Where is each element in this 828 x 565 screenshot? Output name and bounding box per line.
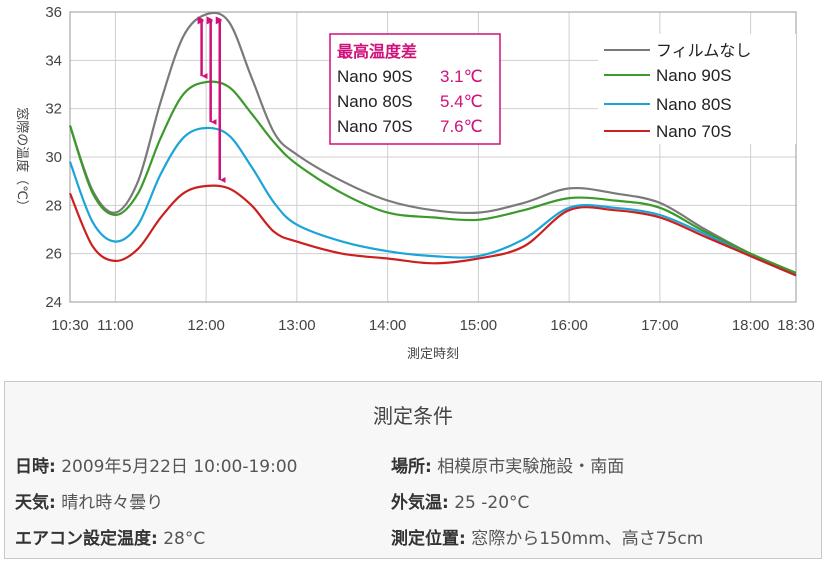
condition-position-label: 測定位置: bbox=[391, 529, 466, 549]
annotation-box: 最高温度差 Nano 90S 3.1℃ Nano 80S 5.4℃ Nano 7… bbox=[329, 33, 501, 145]
measurement-conditions-panel: 測定条件 日時: 2009年5月22日 10:00-19:00 場所: 相模原市… bbox=[4, 381, 822, 559]
series-lines bbox=[68, 11, 797, 277]
condition-weather-label: 天気: bbox=[15, 493, 56, 513]
y-tick-label: 36 bbox=[45, 4, 62, 21]
temperature-line-chart: 24 26 28 30 32 34 36 10:30 11:00 12:00 13:00 14:00… bbox=[14, 4, 815, 362]
series-line-nano90s bbox=[68, 80, 797, 275]
annotation-value-80s: 5.4℃ bbox=[440, 92, 483, 111]
legend-label-90s: Nano 90S bbox=[656, 66, 732, 85]
condition-datetime: 日時: 2009年5月22日 10:00-19:00 bbox=[15, 452, 297, 477]
annotation-label-70s: Nano 70S bbox=[337, 117, 413, 136]
condition-outdoor-temp: 外気温: 25 -20°C bbox=[391, 488, 529, 513]
y-tick-label: 26 bbox=[45, 246, 62, 263]
y-tick-label: 30 bbox=[45, 149, 62, 166]
y-axis-label: 窓際の温度（℃） bbox=[14, 107, 30, 213]
condition-outdoor-temp-value: 25 -20°C bbox=[454, 493, 530, 513]
condition-ac-temp: エアコン設定温度: 28°C bbox=[15, 524, 205, 549]
annotation-value-90s: 3.1℃ bbox=[440, 67, 483, 86]
annotation-label-90s: Nano 90S bbox=[337, 67, 413, 86]
series-line-nofilm bbox=[68, 11, 797, 275]
y-tick-label: 34 bbox=[45, 52, 62, 69]
series-line-nano80s bbox=[68, 126, 797, 277]
x-tick-label: 13:00 bbox=[278, 317, 316, 334]
x-tick-label: 15:00 bbox=[460, 317, 498, 334]
condition-position-value: 窓際から150mm、高さ75cm bbox=[471, 529, 704, 549]
condition-position: 測定位置: 窓際から150mm、高さ75cm bbox=[391, 524, 703, 549]
annotation-title: 最高温度差 bbox=[337, 42, 417, 61]
x-tick-label: 14:00 bbox=[369, 317, 407, 334]
y-tick-label: 24 bbox=[45, 294, 62, 311]
x-tick-label: 16:00 bbox=[550, 317, 588, 334]
legend-label-70s: Nano 70S bbox=[656, 122, 732, 141]
x-tick-label: 18:00 bbox=[732, 317, 770, 334]
y-tick-label: 32 bbox=[45, 101, 62, 118]
condition-place-label: 場所: bbox=[391, 457, 432, 477]
legend-label-80s: Nano 80S bbox=[656, 95, 732, 114]
y-axis-ticks: 24 26 28 30 32 34 36 bbox=[45, 4, 62, 311]
plot-frame bbox=[69, 11, 797, 303]
x-axis-ticks: 10:30 11:00 12:00 13:00 14:00 15:00 16:00 17:00… bbox=[51, 317, 815, 334]
annotation-label-80s: Nano 80S bbox=[337, 92, 413, 111]
x-tick-label: 18:30 bbox=[777, 317, 815, 334]
y-tick-label: 28 bbox=[45, 197, 62, 214]
series-line-nano70s bbox=[68, 184, 797, 277]
max-diff-arrows bbox=[202, 20, 220, 180]
condition-ac-temp-value: 28°C bbox=[163, 529, 206, 549]
x-tick-label: 10:30 bbox=[51, 317, 89, 334]
condition-datetime-value: 2009年5月22日 10:00-19:00 bbox=[61, 457, 298, 477]
condition-weather: 天気: 晴れ時々曇り bbox=[15, 488, 163, 513]
condition-place: 場所: 相模原市実験施設・南面 bbox=[391, 452, 624, 477]
x-tick-label: 11:00 bbox=[97, 317, 133, 334]
conditions-title: 測定条件 bbox=[373, 404, 453, 428]
legend: フィルムなし Nano 90S Nano 80S Nano 70S bbox=[598, 34, 796, 144]
condition-ac-temp-label: エアコン設定温度: bbox=[15, 529, 158, 549]
x-axis-label: 測定時刻 bbox=[407, 347, 459, 362]
x-tick-label: 17:00 bbox=[641, 317, 679, 334]
x-tick-label: 12:00 bbox=[187, 317, 225, 334]
condition-place-value: 相模原市実験施設・南面 bbox=[437, 457, 625, 477]
condition-weather-value: 晴れ時々曇り bbox=[61, 493, 164, 513]
condition-outdoor-temp-label: 外気温: bbox=[391, 493, 449, 513]
annotation-value-70s: 7.6℃ bbox=[440, 117, 483, 136]
condition-datetime-label: 日時: bbox=[15, 457, 56, 477]
legend-label-nofilm: フィルムなし bbox=[656, 41, 751, 60]
